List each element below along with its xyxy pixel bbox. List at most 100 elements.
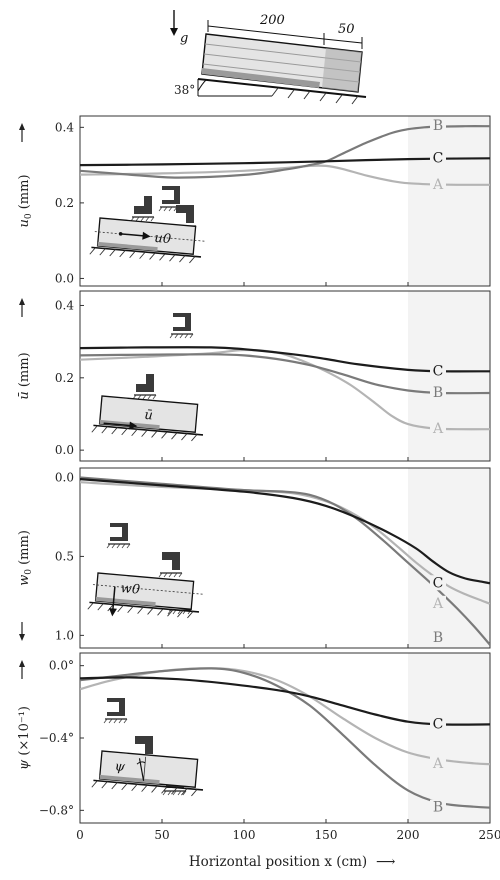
series-label-B: B xyxy=(433,118,443,134)
series-label-bg xyxy=(430,363,446,379)
y-axis-arrow-head xyxy=(19,660,25,667)
angle-label: 38° xyxy=(174,83,195,97)
inset-ground-hatch xyxy=(97,603,104,611)
inset-arrow xyxy=(103,422,134,427)
inset-ground-hatch xyxy=(161,431,168,439)
specimen-icon-A-hatch xyxy=(173,572,178,578)
inset-ground-hatch xyxy=(161,786,168,794)
series-label-A: A xyxy=(432,177,444,193)
y-tick-label: 0.0 xyxy=(55,271,74,285)
y-tick-label: 0.2 xyxy=(55,371,74,385)
y-axis-arrow xyxy=(19,660,25,679)
inset-layer xyxy=(99,774,160,785)
inset-ground-hatch xyxy=(151,430,158,438)
specimen-icon-A-hatch xyxy=(168,572,173,578)
specimen-icon-C xyxy=(106,523,131,549)
specimen-icon-B-hatch xyxy=(158,206,163,212)
specimen-icon-A-hatch xyxy=(150,216,155,222)
inset-ground xyxy=(93,779,204,791)
specimen-icon-C-hatch xyxy=(169,333,174,339)
series-label-bg xyxy=(430,150,446,166)
specimen-icon-C-shape xyxy=(176,205,194,223)
series-label-A: A xyxy=(432,756,444,772)
inset-ground-hatch xyxy=(91,425,98,433)
inset-diagram-3: w0 xyxy=(87,572,203,619)
inset-ground-hatch xyxy=(159,253,166,261)
specimen-icon-C-hatch xyxy=(118,718,123,724)
inset-ground xyxy=(93,424,204,436)
inset-ground-hatch xyxy=(137,606,144,614)
inset-ground-hatch xyxy=(101,426,108,434)
y-tick-label: 0.4 xyxy=(55,298,74,312)
specimen-icon-B-hatch xyxy=(167,790,172,796)
specimen-icon-C-hatch xyxy=(111,543,116,549)
gravity-arrow-head xyxy=(170,28,178,36)
inset-arrow-head xyxy=(108,608,117,617)
specimen-icon-C-shape xyxy=(173,313,191,331)
specimen-icon-B-shape xyxy=(162,186,180,204)
angle-arc xyxy=(197,79,207,92)
inset-ground-hatch xyxy=(91,780,98,788)
specimen-icon-C-hatch xyxy=(126,543,131,549)
inset-ground-hatch xyxy=(179,255,186,263)
specimen-icon-C-hatch xyxy=(103,718,108,724)
series-label-bg xyxy=(430,595,446,611)
inset-ground-hatch xyxy=(171,432,178,440)
series-label-B: B xyxy=(433,385,443,401)
y-tick-label: 0.0 xyxy=(55,470,74,484)
series-line-A xyxy=(80,348,490,431)
shaded-region xyxy=(408,291,490,461)
x-tick-label: 100 xyxy=(233,828,256,842)
y-axis-arrow xyxy=(19,622,25,641)
inset-ground-hatch xyxy=(119,250,126,258)
inset-ground-hatch xyxy=(177,610,184,618)
panel-2: 0.0 0.2 0.4 ū (mm) A BCū xyxy=(17,290,491,462)
specimen-icon-A-hatch xyxy=(163,572,168,578)
y-tick-label: 0.5 xyxy=(55,549,74,563)
inset-arrow-head xyxy=(142,231,151,240)
y-axis-arrow-head xyxy=(19,123,25,130)
y-axis-label: ū (mm) xyxy=(17,352,32,399)
dimension-line-200 xyxy=(207,25,325,40)
specimen-icon-A-hatch xyxy=(135,216,140,222)
inset-ground-hatch xyxy=(141,429,148,437)
series-line-B xyxy=(80,353,490,395)
specimen-icon-C-shape xyxy=(110,523,128,541)
specimen-icon-A-shape xyxy=(135,736,153,754)
specimen-icon-C-hatch xyxy=(123,718,128,724)
specimen-icon-B-shape xyxy=(136,374,154,392)
y-tick-label: 0.2 xyxy=(55,196,74,210)
specimen-icon-C-hatch xyxy=(108,718,113,724)
shaded-region xyxy=(408,468,490,648)
inset-label: w0 xyxy=(120,581,141,598)
series-label-bg xyxy=(430,385,446,400)
specimen-icon-C xyxy=(169,313,194,339)
inset-label: u0 xyxy=(154,231,172,247)
inset-label: ū xyxy=(144,408,154,424)
inset-ground-hatch xyxy=(139,251,146,259)
inset-ground-hatch xyxy=(87,602,94,610)
series-label-bg xyxy=(430,176,446,192)
inset-ground-hatch xyxy=(151,785,158,793)
inset-label: ψ xyxy=(114,759,126,775)
inset-arrow-head xyxy=(129,421,138,430)
y-tick-label: 0.4 xyxy=(55,120,74,134)
specimen-icon-B-hatch xyxy=(182,790,187,796)
series-label-bg xyxy=(430,716,446,732)
y-axis-arrow xyxy=(19,123,25,142)
inset-diagram-1: u0 xyxy=(89,217,205,264)
specimen-icon-C-hatch xyxy=(184,333,189,339)
series-line-A xyxy=(80,164,490,186)
plot-frame xyxy=(79,115,491,287)
inset-ground-hatch xyxy=(109,249,116,257)
series-label-A: A xyxy=(432,421,444,437)
inset-layer xyxy=(95,596,156,607)
specimen-icon-A xyxy=(130,196,155,222)
inset-layer xyxy=(97,241,158,252)
y-tick-label: −0.8° xyxy=(39,803,74,817)
x-axis-arrow: ⟶ xyxy=(376,854,395,870)
series-line-C xyxy=(80,676,490,726)
specimen-icon-C xyxy=(103,698,128,724)
